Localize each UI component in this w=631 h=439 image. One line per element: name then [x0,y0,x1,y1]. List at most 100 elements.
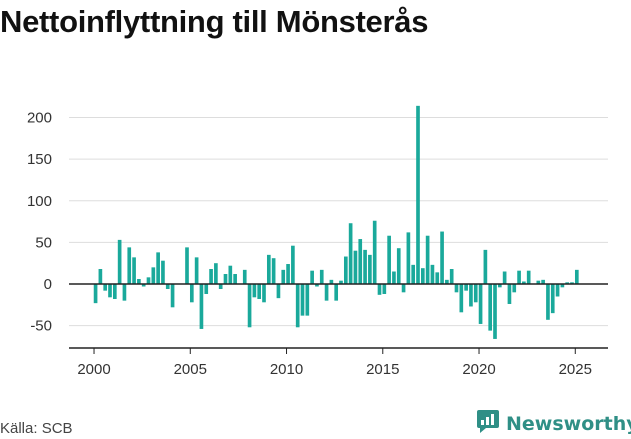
bar [252,284,257,298]
bar [122,284,127,301]
bar [300,284,305,316]
bar [103,284,108,291]
bar [161,260,165,284]
bar [507,284,512,304]
bar [271,258,276,284]
bar [329,279,334,284]
x-tick-label: 2025 [559,361,592,378]
bar [266,254,271,284]
x-tick-label: 2005 [174,361,207,378]
bar [141,284,146,287]
bar [291,245,295,284]
bar [570,282,574,284]
bar [209,269,213,284]
x-tick-labels: 2000 2005 2010 2015 2020 2025 [77,361,592,378]
bar [108,284,112,298]
bar [358,239,363,284]
bar [156,252,160,284]
axes [69,283,608,354]
bar [478,284,483,324]
bar [170,284,175,308]
bar [555,284,560,297]
bar [218,284,223,289]
bar [387,235,391,284]
bar [315,284,319,287]
bar [396,248,401,284]
bar [276,284,281,299]
bar [305,284,310,316]
bar [214,263,218,284]
bar [257,284,262,299]
bar [445,279,449,284]
bar [286,264,290,284]
bar-series [93,105,579,339]
bar [502,271,507,284]
bar [430,264,435,284]
bar [574,269,579,284]
chart-title: Nettoinflyttning till Mönsterås [0,4,429,39]
bar [464,284,468,291]
y-tick-labels: 200 150 100 50 0 -50 [27,110,52,335]
bar [401,284,406,293]
bar [488,284,493,331]
bar [372,220,377,284]
bar [112,284,117,299]
bar [469,284,473,307]
bar [526,270,531,284]
bar [319,269,324,284]
bar [247,284,252,328]
bar [223,274,228,284]
bar [493,284,497,339]
bar [132,257,136,284]
bar [497,284,502,288]
bar [406,232,411,284]
y-tick-label: -50 [30,318,52,335]
bar [151,267,156,284]
y-tick-label: 0 [44,276,52,293]
bar [281,269,286,284]
bar [454,284,459,293]
bar [165,284,170,289]
bar [440,231,444,284]
x-tick-label: 2020 [462,361,495,378]
y-tick-label: 150 [27,151,52,168]
bar [435,272,440,284]
bar [420,268,425,284]
bar [199,284,204,329]
brand[interactable]: Newsworthy [476,408,631,439]
bar [411,264,416,284]
bar [348,223,353,284]
bar [449,269,454,284]
bar [310,270,314,284]
bar [382,284,387,294]
bar [334,284,339,301]
bar [339,280,343,284]
newsworthy-logo-icon [476,408,500,439]
bar [483,249,488,284]
gridlines [69,117,608,327]
bar [517,270,521,284]
bar [233,274,237,284]
brand-name: Newsworthy [506,412,631,435]
bar [343,256,348,284]
bar [536,280,541,284]
bar [127,247,132,284]
bar [194,257,199,284]
bar [368,254,372,284]
bar [242,269,247,284]
bar [512,284,517,293]
bar [295,284,300,328]
bar [204,284,209,294]
bar [117,239,122,284]
x-tick-label: 2010 [270,361,303,378]
bar [146,277,151,284]
bar [353,250,358,284]
bar [93,284,98,304]
bar [228,265,233,284]
source-note: Källa: SCB [0,420,73,437]
bar [473,284,478,303]
bar [425,235,430,284]
x-tick-label: 2000 [77,361,110,378]
bar [459,284,464,313]
